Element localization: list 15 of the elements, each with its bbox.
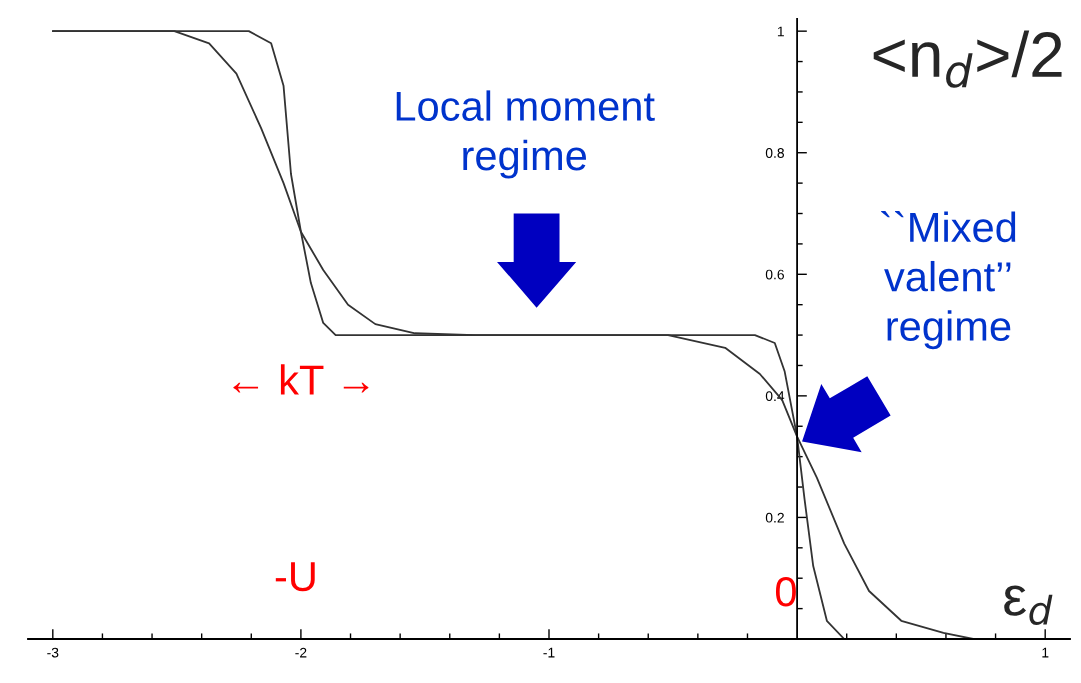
y-tick-label: 0.8 xyxy=(765,148,784,158)
x-tick-label: -3 xyxy=(47,647,59,658)
annotation: ``Mixed valent’’ regime xyxy=(881,211,1016,350)
x-axis-title: ε$_{d}$ xyxy=(1004,585,1053,625)
annotation: -U xyxy=(275,562,315,592)
annotation: 0 xyxy=(775,576,796,607)
y-tick-label: 0.6 xyxy=(765,269,784,280)
annotation: ← kT → xyxy=(233,364,369,395)
x-tick-label: -1 xyxy=(543,647,555,658)
y-tick-label: 1 xyxy=(777,26,784,37)
x-tick-label: 1 xyxy=(1042,647,1049,658)
x-tick-label: -2 xyxy=(295,647,307,658)
y-tick-label: 0.2 xyxy=(765,512,784,523)
annotation: Local moment regime xyxy=(396,90,655,179)
y-axis-title: <n$_{d}$>/2 xyxy=(873,30,1062,88)
